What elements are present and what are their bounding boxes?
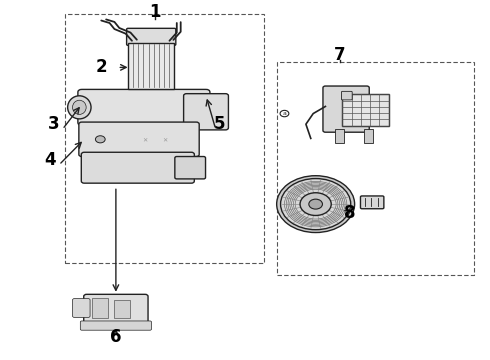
Circle shape <box>300 193 331 216</box>
Text: ✕: ✕ <box>143 138 148 143</box>
Bar <box>65 14 265 263</box>
Circle shape <box>309 199 322 209</box>
FancyBboxPatch shape <box>73 298 90 318</box>
Bar <box>335 129 344 143</box>
FancyBboxPatch shape <box>323 86 369 132</box>
FancyBboxPatch shape <box>175 157 205 179</box>
Circle shape <box>96 136 105 143</box>
Bar <box>93 298 108 318</box>
Ellipse shape <box>73 100 86 114</box>
Text: 2: 2 <box>96 58 107 76</box>
FancyBboxPatch shape <box>78 89 210 125</box>
Bar <box>128 42 174 89</box>
Text: 6: 6 <box>110 328 122 346</box>
FancyBboxPatch shape <box>126 28 176 45</box>
Text: 4: 4 <box>44 151 56 169</box>
Bar <box>365 129 373 143</box>
Text: 8: 8 <box>344 204 356 222</box>
Text: a: a <box>283 111 286 116</box>
FancyBboxPatch shape <box>342 91 352 100</box>
Text: ✕: ✕ <box>162 138 167 143</box>
FancyBboxPatch shape <box>80 321 151 330</box>
FancyBboxPatch shape <box>84 294 148 323</box>
FancyBboxPatch shape <box>79 122 199 157</box>
Ellipse shape <box>68 96 91 119</box>
Text: 7: 7 <box>334 46 346 64</box>
Text: 1: 1 <box>149 3 161 21</box>
FancyBboxPatch shape <box>184 94 228 130</box>
Text: 3: 3 <box>48 115 60 133</box>
Bar <box>343 94 389 126</box>
Circle shape <box>277 176 355 233</box>
Bar <box>277 62 474 275</box>
Text: 5: 5 <box>214 115 225 133</box>
Bar <box>115 300 130 318</box>
FancyBboxPatch shape <box>361 196 384 209</box>
Circle shape <box>281 179 351 230</box>
FancyBboxPatch shape <box>81 152 195 183</box>
